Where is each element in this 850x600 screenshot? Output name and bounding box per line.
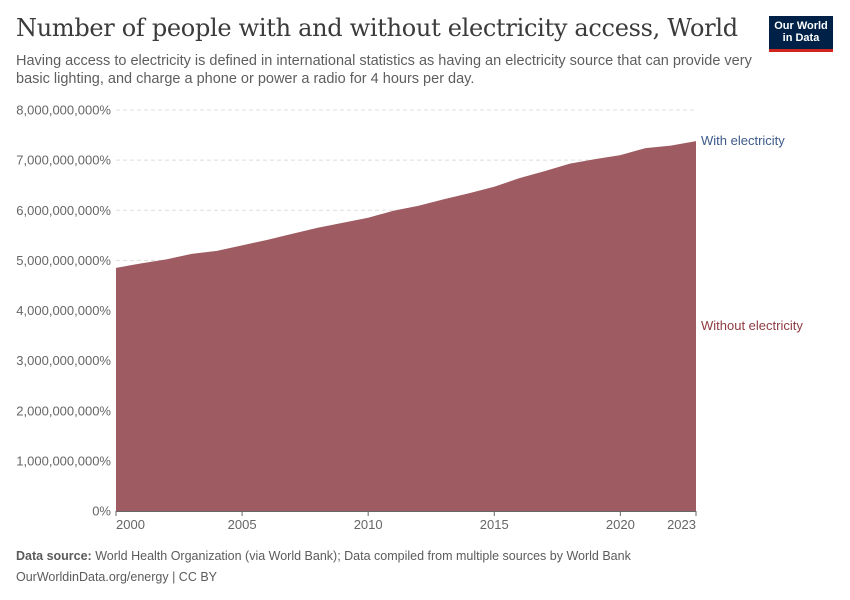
y-tick-label: 0% xyxy=(92,504,111,519)
x-tick-label: 2020 xyxy=(606,517,635,532)
series-label-without-electricity[interactable]: Without electricity xyxy=(701,318,803,333)
y-tick-label: 5,000,000,000% xyxy=(16,253,111,268)
data-source-label: Data source: xyxy=(16,549,92,563)
x-axis: 2000 2005 2010 2015 2020 2023 xyxy=(115,511,697,532)
x-tick-label: 2000 xyxy=(116,517,145,532)
chart-title: Number of people with and without electr… xyxy=(16,14,738,42)
y-tick-label: 8,000,000,000% xyxy=(16,103,111,118)
data-source-text[interactable]: World Health Organization (via World Ban… xyxy=(91,549,631,563)
series-labels[interactable]: With electricity Without electricity xyxy=(701,133,803,333)
series-label-with-electricity[interactable]: With electricity xyxy=(701,133,785,148)
y-tick-label: 4,000,000,000% xyxy=(16,303,111,318)
x-tick-label: 2015 xyxy=(480,517,509,532)
owid-logo[interactable]: Our World in Data xyxy=(769,16,833,52)
x-tick-label: 2023 xyxy=(667,517,696,532)
y-tick-label: 7,000,000,000% xyxy=(16,153,111,168)
chart-subtitle: Having access to electricity is defined … xyxy=(16,53,752,87)
y-tick-label: 3,000,000,000% xyxy=(16,353,111,368)
data-source: Data source: World Health Organization (… xyxy=(16,549,631,563)
area-without-electricity[interactable] xyxy=(116,141,696,511)
series-areas[interactable] xyxy=(116,141,696,511)
logo-line-1: Our World xyxy=(774,20,828,32)
y-tick-label: 2,000,000,000% xyxy=(16,403,111,418)
x-tick-label: 2005 xyxy=(228,517,257,532)
y-tick-label: 6,000,000,000% xyxy=(16,203,111,218)
x-tick-label: 2010 xyxy=(354,517,383,532)
y-tick-label: 1,000,000,000% xyxy=(16,453,111,468)
y-axis-ticks: 0% 1,000,000,000% 2,000,000,000% 3,000,000,… xyxy=(16,103,111,519)
logo-line-2: in Data xyxy=(782,32,820,44)
footer-url[interactable]: OurWorldinData.org/energy | CC BY xyxy=(16,570,218,584)
